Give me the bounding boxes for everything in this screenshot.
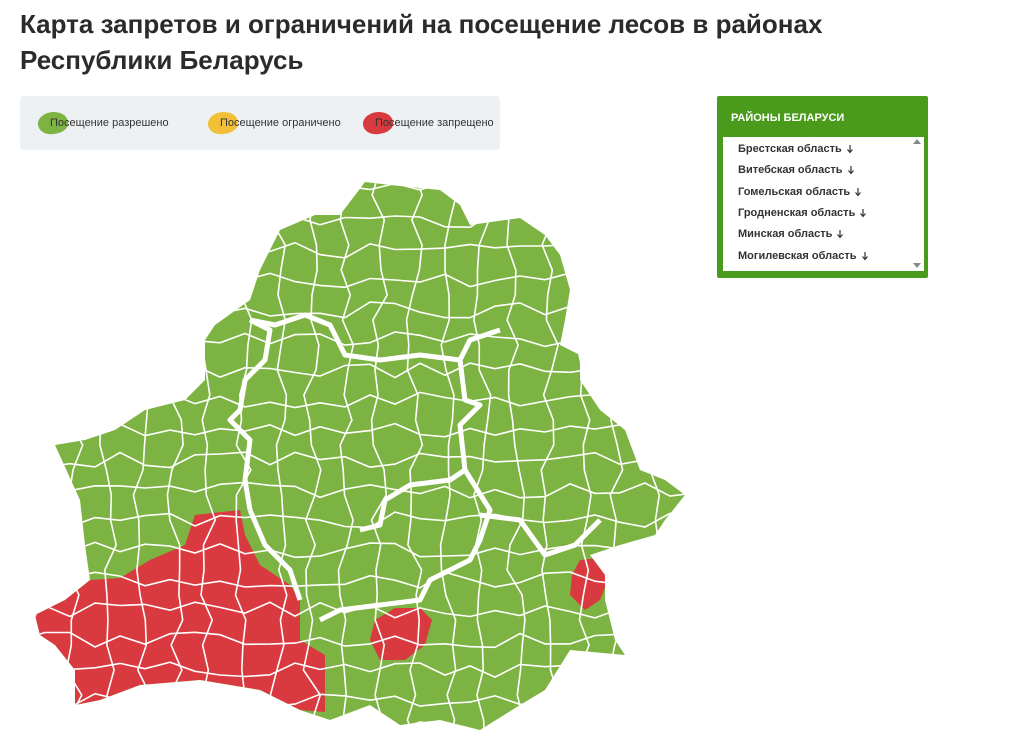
district-border xyxy=(35,451,685,469)
legend: Посещение разрешено Посещение ограничено… xyxy=(20,96,500,150)
legend-label: Посещение разрешено xyxy=(50,117,169,129)
region-label: Могилевская область xyxy=(738,249,857,262)
expand-arrow xyxy=(847,166,854,175)
expand-arrow xyxy=(846,145,853,154)
region-link[interactable]: Гродненская область xyxy=(738,207,867,219)
region-label: Гродненская область xyxy=(738,206,856,219)
region-link[interactable]: Витебская область xyxy=(738,164,855,176)
oblast-border xyxy=(318,468,493,623)
oblast-borders xyxy=(227,312,602,623)
oblast-border xyxy=(249,312,501,363)
region-label: Минская область xyxy=(738,228,833,241)
oblast-border xyxy=(359,359,483,533)
scrollbar xyxy=(913,139,921,268)
district-border xyxy=(269,182,288,730)
region-label: Брестская область xyxy=(738,143,842,155)
expand-arrow xyxy=(860,208,867,218)
district-border xyxy=(35,571,685,589)
district-border xyxy=(642,182,662,730)
legend-item: Посещение разрешено xyxy=(36,96,169,150)
district-border xyxy=(35,422,685,438)
district-border xyxy=(35,541,685,559)
sidebar: РАЙОНЫ БЕЛАРУСИ Брестская область Витебск… xyxy=(717,96,928,278)
oblast-border xyxy=(479,512,602,558)
map xyxy=(30,182,685,730)
region-link[interactable]: Брестская область xyxy=(738,143,854,155)
district-border xyxy=(506,182,526,730)
expand-arrow xyxy=(861,251,868,261)
district-border xyxy=(35,481,685,499)
district-border xyxy=(35,511,685,529)
district-border xyxy=(35,721,685,730)
legend-item: Посещение запрещено xyxy=(361,96,494,150)
district-banned[interactable] xyxy=(30,510,325,712)
expand-arrow xyxy=(855,187,862,197)
region-link[interactable]: Могилевская область xyxy=(738,250,869,262)
district-banned[interactable] xyxy=(570,558,608,610)
district-border xyxy=(370,182,389,730)
expand-arrow xyxy=(837,230,844,239)
oblast-border xyxy=(247,509,303,601)
legend-item: Посещение ограничено xyxy=(206,96,341,150)
district-border xyxy=(540,182,559,730)
district-border xyxy=(35,182,49,730)
district-border xyxy=(302,182,322,730)
district-border xyxy=(405,182,424,730)
scroll-up[interactable] xyxy=(913,139,921,144)
region-link[interactable]: Гомельская область xyxy=(738,186,862,198)
region-label: Витебская область xyxy=(738,164,843,177)
legend-label: Посещение запрещено xyxy=(375,117,494,129)
region-link[interactable]: Минская область xyxy=(738,228,844,240)
district-border xyxy=(35,631,685,649)
region-label: Гомельская область xyxy=(738,185,851,198)
oblast-border xyxy=(227,317,273,511)
district-border xyxy=(473,182,492,730)
district-border xyxy=(676,182,685,730)
scroll-down[interactable] xyxy=(913,263,921,268)
sidebar-title: РАЙОНЫ БЕЛАРУСИ xyxy=(731,112,845,124)
page-title: Карта запретов и ограничений на посещени… xyxy=(20,9,823,75)
legend-label: Посещение ограничено xyxy=(220,117,341,129)
region-list: Брестская область Витебская область Гомель… xyxy=(723,137,924,271)
